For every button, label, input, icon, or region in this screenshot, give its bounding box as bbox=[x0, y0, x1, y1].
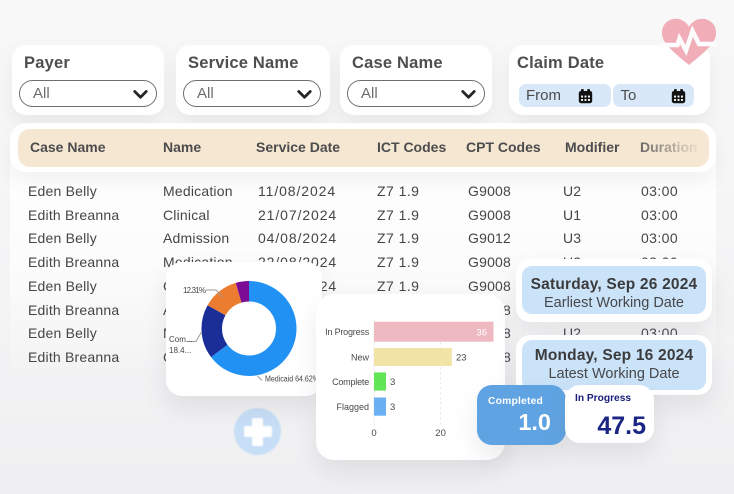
svg-text:12.31%: 12.31% bbox=[183, 286, 206, 295]
svg-text:3: 3 bbox=[390, 402, 395, 413]
svg-text:20: 20 bbox=[435, 428, 446, 439]
svg-text:0: 0 bbox=[371, 428, 376, 439]
svg-text:Flagged: Flagged bbox=[336, 402, 369, 412]
svg-text:3: 3 bbox=[390, 377, 395, 388]
svg-text:In Progress: In Progress bbox=[325, 327, 370, 337]
svg-text:Com...: Com... bbox=[169, 335, 193, 344]
svg-text:23: 23 bbox=[456, 353, 467, 364]
svg-text:36: 36 bbox=[476, 328, 487, 339]
svg-text:Complete: Complete bbox=[332, 377, 369, 387]
svg-text:18.4...: 18.4... bbox=[169, 346, 191, 355]
svg-text:New: New bbox=[351, 353, 370, 363]
svg-text:Medicaid 64.62%: Medicaid 64.62% bbox=[265, 375, 319, 384]
